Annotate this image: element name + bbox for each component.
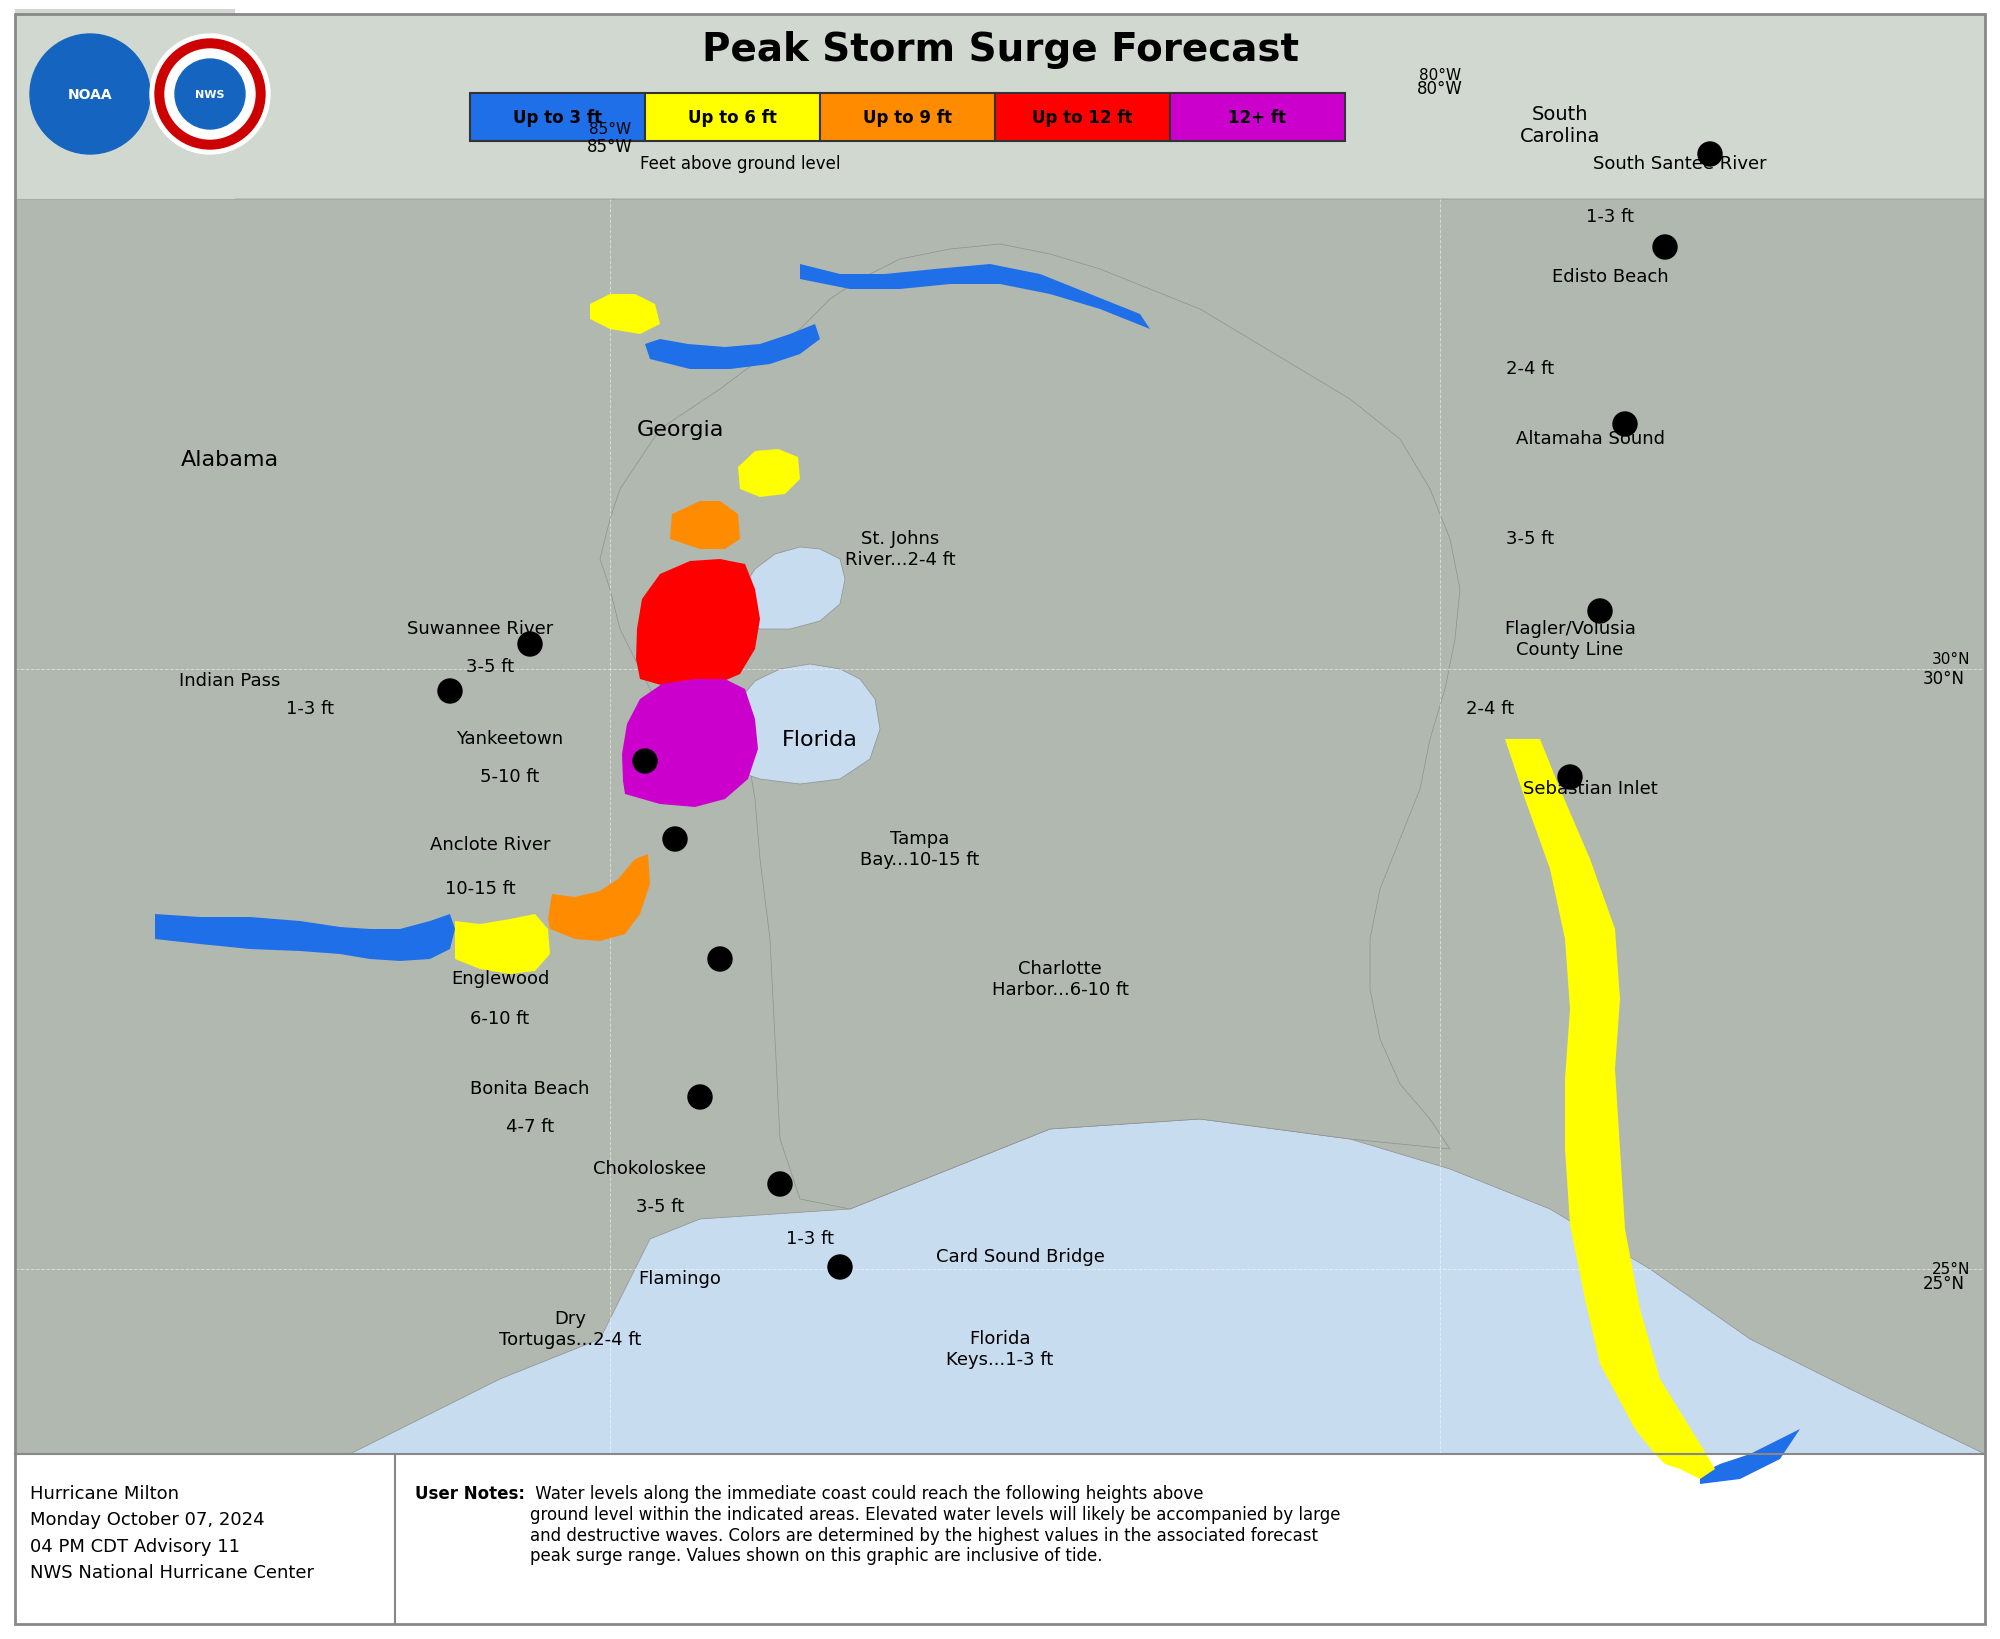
Text: Sebastian Inlet: Sebastian Inlet <box>1522 780 1658 798</box>
Polygon shape <box>548 854 650 941</box>
Circle shape <box>150 34 270 156</box>
Text: 12+ ft: 12+ ft <box>1228 108 1286 126</box>
Text: NOAA: NOAA <box>68 89 112 102</box>
Text: 80°W: 80°W <box>1418 80 1462 98</box>
Polygon shape <box>800 266 1150 329</box>
Bar <box>646 93 820 143</box>
Polygon shape <box>1506 739 1716 1478</box>
Bar <box>820 93 996 143</box>
Text: 2-4 ft: 2-4 ft <box>1466 700 1514 718</box>
Text: 25°N: 25°N <box>1932 1262 1970 1277</box>
Text: 80°W: 80°W <box>1418 67 1462 82</box>
Circle shape <box>1588 600 1612 623</box>
Text: User Notes:: User Notes: <box>416 1483 526 1501</box>
Circle shape <box>30 34 150 156</box>
Text: 10-15 ft: 10-15 ft <box>444 880 516 898</box>
Circle shape <box>708 947 732 972</box>
Text: 30°N: 30°N <box>1932 652 1970 667</box>
Text: Edisto Beach: Edisto Beach <box>1552 267 1668 285</box>
Text: 3-5 ft: 3-5 ft <box>466 657 514 675</box>
Circle shape <box>1612 413 1636 436</box>
Text: Peak Storm Surge Forecast: Peak Storm Surge Forecast <box>702 31 1298 69</box>
Text: Indian Pass: Indian Pass <box>180 672 280 690</box>
Polygon shape <box>1700 1429 1800 1483</box>
Polygon shape <box>622 680 758 808</box>
Text: Bonita Beach: Bonita Beach <box>470 1080 590 1098</box>
Circle shape <box>438 680 462 703</box>
Text: Alabama: Alabama <box>180 449 280 470</box>
Text: Flagler/Volusia
County Line: Flagler/Volusia County Line <box>1504 620 1636 659</box>
Circle shape <box>828 1255 852 1278</box>
Bar <box>16 200 1984 1454</box>
Text: 1-3 ft: 1-3 ft <box>786 1229 834 1247</box>
Text: South
Carolina: South Carolina <box>1520 105 1600 146</box>
Text: 85°W: 85°W <box>588 138 632 156</box>
Text: Charlotte
Harbor...6-10 ft: Charlotte Harbor...6-10 ft <box>992 959 1128 998</box>
Text: 1-3 ft: 1-3 ft <box>1586 208 1634 226</box>
Text: Up to 9 ft: Up to 9 ft <box>864 108 952 126</box>
Polygon shape <box>636 559 760 690</box>
Text: 4-7 ft: 4-7 ft <box>506 1118 554 1136</box>
Circle shape <box>664 828 688 852</box>
Circle shape <box>768 1172 792 1196</box>
Text: Florida
Keys...1-3 ft: Florida Keys...1-3 ft <box>946 1329 1054 1369</box>
Text: Water levels along the immediate coast could reach the following heights above
g: Water levels along the immediate coast c… <box>530 1483 1340 1565</box>
Text: 1-3 ft: 1-3 ft <box>286 700 334 718</box>
Text: Anclote River: Anclote River <box>430 836 550 854</box>
Polygon shape <box>740 547 846 629</box>
Text: Florida: Florida <box>782 729 858 749</box>
Bar <box>1170 93 1344 143</box>
Text: 30°N: 30°N <box>1924 670 1964 688</box>
Text: 25°N: 25°N <box>1924 1274 1964 1292</box>
Text: Suwannee River: Suwannee River <box>406 620 554 638</box>
Text: Hurricane Milton
Monday October 07, 2024
04 PM CDT Advisory 11
NWS National Hurr: Hurricane Milton Monday October 07, 2024… <box>30 1483 314 1582</box>
Text: Altamaha Sound: Altamaha Sound <box>1516 429 1664 447</box>
Text: 2-4 ft: 2-4 ft <box>1506 361 1554 377</box>
Text: 3-5 ft: 3-5 ft <box>636 1196 684 1214</box>
Text: Flamingo: Flamingo <box>638 1269 722 1287</box>
Circle shape <box>166 49 256 139</box>
Circle shape <box>688 1085 712 1110</box>
Text: NWS: NWS <box>196 90 224 100</box>
Text: 3-5 ft: 3-5 ft <box>1506 529 1554 547</box>
Text: 6-10 ft: 6-10 ft <box>470 1010 530 1028</box>
Text: Dry
Tortugas...2-4 ft: Dry Tortugas...2-4 ft <box>498 1310 642 1347</box>
Polygon shape <box>670 502 740 549</box>
Text: Chokoloskee: Chokoloskee <box>594 1159 706 1177</box>
Polygon shape <box>738 449 800 498</box>
Text: Up to 3 ft: Up to 3 ft <box>514 108 602 126</box>
Polygon shape <box>730 664 880 785</box>
Circle shape <box>634 749 658 774</box>
Circle shape <box>1698 143 1722 167</box>
Polygon shape <box>646 325 820 370</box>
Polygon shape <box>590 295 660 334</box>
Circle shape <box>156 39 266 149</box>
Text: St. Johns
River...2-4 ft: St. Johns River...2-4 ft <box>844 529 956 569</box>
Bar <box>16 15 1984 200</box>
Text: Englewood: Englewood <box>450 969 550 987</box>
Circle shape <box>176 61 246 129</box>
Circle shape <box>1558 765 1582 790</box>
Bar <box>16 10 236 200</box>
Polygon shape <box>600 244 1460 1210</box>
Text: Card Sound Bridge: Card Sound Bridge <box>936 1247 1104 1265</box>
Text: Up to 12 ft: Up to 12 ft <box>1032 108 1132 126</box>
Polygon shape <box>456 915 550 975</box>
Bar <box>996 93 1170 143</box>
Text: Yankeetown: Yankeetown <box>456 729 564 747</box>
Circle shape <box>1652 236 1676 261</box>
Circle shape <box>518 633 542 657</box>
Bar <box>16 1454 1984 1624</box>
Polygon shape <box>16 200 1984 1454</box>
Text: 85°W: 85°W <box>588 123 632 138</box>
Text: 5-10 ft: 5-10 ft <box>480 767 540 785</box>
Bar <box>470 93 646 143</box>
Text: Feet above ground level: Feet above ground level <box>640 156 840 172</box>
Text: Tampa
Bay...10-15 ft: Tampa Bay...10-15 ft <box>860 829 980 869</box>
Text: Up to 6 ft: Up to 6 ft <box>688 108 776 126</box>
Text: South Santee River: South Santee River <box>1594 156 1766 172</box>
Polygon shape <box>156 915 456 962</box>
Text: Georgia: Georgia <box>636 420 724 439</box>
